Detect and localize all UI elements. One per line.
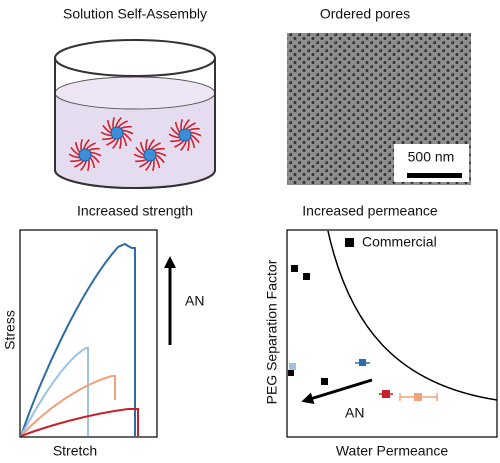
micelle-part xyxy=(88,147,100,152)
micelle-part xyxy=(89,157,96,169)
scale-bar xyxy=(407,173,462,178)
micelle-part xyxy=(178,128,192,142)
micelle-part xyxy=(174,121,181,133)
micelle-part xyxy=(90,154,100,164)
micelle-part xyxy=(188,127,200,132)
arrow xyxy=(301,378,373,404)
tradeoff-line xyxy=(327,230,498,401)
legend-label: Commercial xyxy=(362,234,437,250)
micelle-part xyxy=(68,153,80,159)
micelle-part xyxy=(145,160,153,171)
micelle-part xyxy=(110,126,124,140)
micelle-part xyxy=(190,134,200,144)
micelle-part xyxy=(106,138,117,146)
micelle-part xyxy=(170,138,182,143)
micelle-part xyxy=(189,137,196,149)
micelle-part xyxy=(180,119,184,131)
micelle-part xyxy=(117,120,128,128)
micelle-part xyxy=(154,157,161,169)
micelle-part xyxy=(139,160,150,168)
beaker xyxy=(54,39,216,189)
x-axis-label: Water Permeance xyxy=(336,443,449,459)
micelle-part xyxy=(170,126,180,136)
micelle-part xyxy=(180,140,188,151)
micelle-part xyxy=(133,153,145,159)
micelle-part xyxy=(74,141,81,153)
micelle-part xyxy=(82,139,90,150)
micelle-part xyxy=(143,148,157,162)
legend-marker xyxy=(345,238,354,247)
panel-title: Increased permeance xyxy=(302,203,438,219)
micelle-part xyxy=(186,139,190,151)
micelle-part xyxy=(86,159,90,171)
micelle-part xyxy=(139,141,146,153)
micelle-part xyxy=(155,154,165,164)
curves xyxy=(20,242,139,437)
panel-title: Solution Self-Assembly xyxy=(63,6,207,22)
scale-bar-label: 500 nm xyxy=(408,149,455,165)
micelle-part xyxy=(168,133,180,139)
micelle-part xyxy=(80,139,84,151)
micelle-part xyxy=(102,136,114,141)
micelle-part xyxy=(135,146,145,156)
micelles xyxy=(68,117,202,171)
micelle-part xyxy=(190,131,202,137)
points xyxy=(288,265,438,401)
micelle-part xyxy=(155,151,167,157)
micelle-part xyxy=(112,117,116,129)
micelle-part xyxy=(185,122,196,130)
y-axis-label: PEG Separation Factor xyxy=(264,259,280,404)
micelle-part xyxy=(70,146,80,156)
y-axis-label: Stress xyxy=(2,310,18,350)
micelle-part xyxy=(74,160,85,168)
micelle-part xyxy=(118,137,122,149)
micelle-part xyxy=(121,135,128,147)
plot-frame xyxy=(19,229,158,438)
micelle-part xyxy=(145,139,149,151)
micelle-part xyxy=(100,131,112,137)
micelle-part xyxy=(151,159,155,171)
micelle-part xyxy=(80,160,88,171)
micelle-part xyxy=(90,151,102,157)
micelle-part xyxy=(112,138,120,149)
micelle-part xyxy=(182,119,190,130)
micelle-part xyxy=(78,148,92,162)
micelle-part xyxy=(147,139,155,150)
micelle-part xyxy=(122,132,132,142)
arrow-label: AN xyxy=(345,405,364,421)
micelle-part xyxy=(85,142,96,150)
plot-frame xyxy=(286,229,498,438)
micelle-part xyxy=(174,140,185,148)
panel-title: Ordered pores xyxy=(320,6,410,22)
panel-title: Increased strength xyxy=(77,203,193,219)
micelle-part xyxy=(135,158,147,163)
micelle-part xyxy=(70,158,82,163)
micelle-part xyxy=(120,125,132,130)
micelle-part xyxy=(153,147,165,152)
micelle-part xyxy=(114,117,122,128)
micelle-part xyxy=(150,142,161,150)
micelle-part xyxy=(106,119,113,131)
arrow-label: AN xyxy=(185,293,204,309)
micelle-part xyxy=(102,124,112,134)
micelle-part xyxy=(122,129,134,135)
x-axis-label: Stretch xyxy=(53,443,97,459)
